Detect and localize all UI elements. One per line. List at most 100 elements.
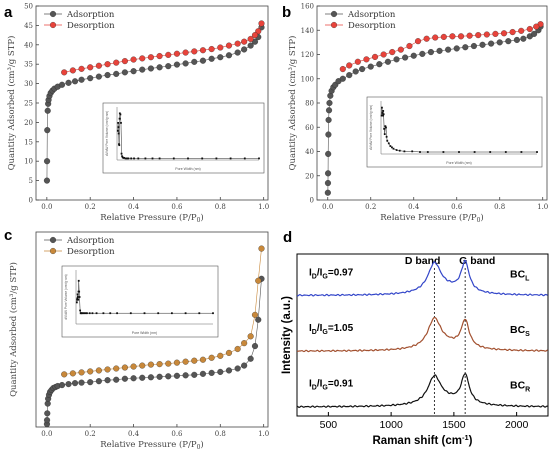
inset-data-point	[129, 312, 132, 315]
x-tick-label: 1500	[442, 419, 466, 431]
y-tick-label: 35	[24, 61, 33, 69]
data-point-adsorption	[139, 374, 146, 381]
inset-data-point	[243, 157, 246, 160]
data-point-desorption	[208, 354, 215, 361]
legend-label: Desorption	[67, 21, 115, 31]
inset-data-point	[198, 312, 201, 315]
data-point-adsorption	[247, 355, 254, 362]
inset-data-point	[77, 298, 80, 301]
data-point-desorption	[371, 53, 379, 60]
inset-frame	[366, 96, 543, 168]
band-marker-label: D band	[405, 255, 441, 267]
data-point-desorption	[95, 62, 102, 69]
ratio-label: ID/IG=0.97	[309, 267, 354, 280]
data-point-desorption	[199, 356, 207, 363]
panel-b-isotherm: 0.0 0.2 0.4 0.6 0.8 1.0 0 20 40 60 80 100 120 140 160 R…	[287, 3, 548, 225]
y-tick-label: 45	[24, 22, 33, 30]
legend-label: Adsorption	[347, 10, 396, 20]
sample-label: BCS	[510, 324, 530, 338]
inset-data-point	[426, 151, 429, 153]
data-point-adsorption	[147, 374, 154, 381]
data-point-adsorption	[325, 107, 333, 114]
data-point-desorption	[139, 362, 146, 369]
y-tick-label: 15	[24, 138, 33, 146]
x-tick-label: 0.2	[85, 430, 96, 438]
inset-x-label: Pore Width (nm)	[132, 331, 157, 335]
panel-c-isotherm: 0.0 0.2 0.4 0.6 0.8 1.0 Relative Pressure (P/P…	[8, 231, 269, 451]
data-point-adsorption	[182, 60, 189, 67]
inset-data-point	[118, 144, 121, 147]
inset-data-point	[88, 312, 91, 315]
y-axis-label: Quantity Adsorbed (cm³/g STP)	[287, 36, 298, 171]
data-point-adsorption	[182, 372, 189, 379]
y-tick-label: 40	[305, 148, 314, 156]
data-point-desorption	[251, 311, 259, 318]
legend-label: Desorption	[348, 21, 396, 31]
data-point-desorption	[225, 349, 233, 356]
data-point-adsorption	[65, 381, 72, 388]
data-point-desorption	[234, 40, 241, 47]
inset-data-point	[86, 312, 88, 315]
data-point-desorption	[191, 357, 198, 364]
data-point-adsorption	[173, 372, 180, 379]
x-tick-label: 2000	[505, 419, 529, 431]
data-point-desorption	[397, 46, 404, 53]
x-tick-label: 0.2	[365, 203, 376, 211]
inset-data-point	[117, 126, 120, 129]
data-point-adsorption	[71, 78, 79, 85]
data-point-adsorption	[78, 379, 85, 386]
inset-data-point	[118, 143, 120, 145]
data-point-desorption	[432, 34, 439, 41]
y-tick-label: 25	[24, 100, 33, 108]
data-point-adsorption	[531, 30, 538, 37]
inset-data-point	[398, 149, 401, 152]
x-axis-label: Relative Pressure (P/P0)	[380, 212, 483, 224]
data-point-desorption	[217, 352, 224, 359]
data-point-adsorption	[44, 158, 51, 165]
inset-data-point	[382, 110, 385, 112]
data-point-adsorption	[121, 69, 128, 76]
x-tick-label: 0.0	[41, 430, 52, 438]
panel-letter-c: c	[4, 227, 12, 244]
data-point-adsorption	[191, 371, 198, 378]
data-point-desorption	[113, 365, 120, 372]
inset-data-point	[458, 151, 460, 153]
inset-data-point	[201, 157, 204, 160]
data-point-desorption	[533, 23, 540, 30]
x-tick-label: 0.6	[451, 203, 463, 211]
inset-data-point	[386, 139, 389, 142]
data-point-desorption	[251, 32, 259, 39]
data-point-desorption	[130, 363, 137, 370]
inset-data-point	[389, 145, 392, 147]
ratio-label: ID/IG=0.91	[309, 379, 354, 392]
y-tick-label: 60	[305, 124, 314, 132]
inset-data-point	[229, 157, 232, 160]
data-point-desorption	[165, 360, 172, 367]
data-point-desorption	[492, 30, 499, 37]
data-point-adsorption	[359, 66, 366, 73]
x-tick-label: 0.4	[128, 203, 140, 211]
inset-data-point	[118, 117, 121, 120]
data-point-desorption	[104, 61, 111, 68]
inset-data-point	[121, 155, 124, 158]
y-tick-label: 160	[301, 3, 314, 11]
inset-data-point	[126, 157, 128, 160]
data-point-adsorption	[208, 55, 215, 62]
data-point-desorption	[509, 29, 516, 36]
inset-data-point	[130, 157, 133, 160]
data-point-desorption	[483, 31, 490, 38]
legend-marker	[49, 236, 57, 244]
inset-frame	[61, 265, 219, 338]
legend-label: Adsorption	[66, 236, 115, 246]
x-axis-label: Relative Pressure (P/P0)	[100, 212, 203, 224]
data-point-adsorption	[505, 38, 512, 45]
inset-data-point	[392, 147, 395, 150]
x-tick-label: 0.6	[171, 203, 183, 211]
data-point-adsorption	[199, 57, 207, 64]
legend-label: Adsorption	[66, 10, 115, 20]
inset-data-point	[489, 151, 492, 153]
inset-data-point	[381, 114, 384, 117]
data-point-adsorption	[234, 49, 241, 56]
data-point-adsorption	[199, 370, 207, 377]
inset-data-point	[127, 157, 130, 160]
